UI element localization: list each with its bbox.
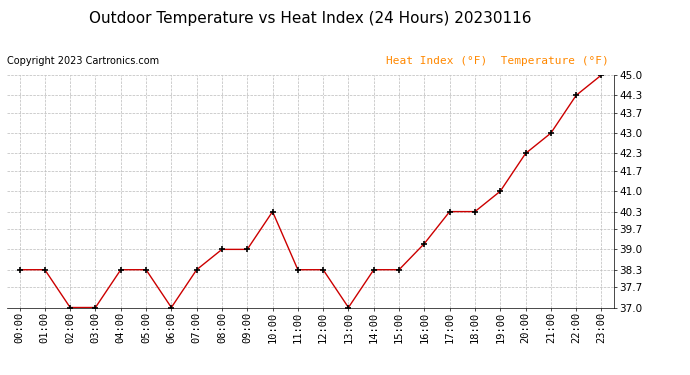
Text: Copyright 2023 Cartronics.com: Copyright 2023 Cartronics.com <box>7 56 159 66</box>
Text: Heat Index (°F)  Temperature (°F): Heat Index (°F) Temperature (°F) <box>386 56 609 66</box>
Text: Outdoor Temperature vs Heat Index (24 Hours) 20230116: Outdoor Temperature vs Heat Index (24 Ho… <box>89 11 532 26</box>
